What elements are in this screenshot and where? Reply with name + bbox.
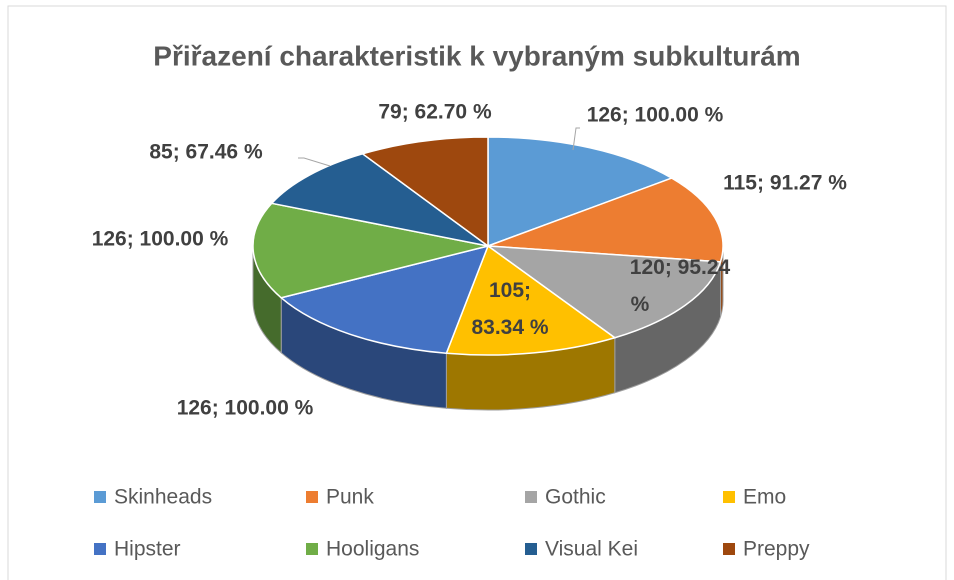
legend-label: Preppy — [743, 538, 810, 561]
legend-swatch — [723, 491, 735, 503]
pie-slice — [279, 244, 490, 355]
data-label: 126; 100.00 % — [587, 104, 724, 127]
data-label: 126; 100.00 % — [177, 397, 314, 420]
legend-swatch — [306, 491, 318, 503]
pie-slice — [360, 136, 489, 248]
legend-label: Emo — [743, 486, 786, 509]
legend-swatch — [525, 543, 537, 555]
pie-slice — [485, 245, 722, 339]
legend-label: Visual Kei — [545, 538, 638, 561]
pie-slice — [252, 202, 489, 299]
legend-label: Gothic — [545, 486, 606, 509]
legend-label: Hooligans — [326, 538, 419, 561]
pie-slice — [487, 136, 674, 248]
data-label: 85; 67.46 % — [149, 141, 263, 164]
legend-swatch — [525, 491, 537, 503]
leader-line — [298, 157, 331, 167]
pie-slice — [487, 177, 724, 263]
data-label: 115; 91.27 % — [723, 172, 847, 195]
legend-swatch — [723, 543, 735, 555]
pie-slice — [270, 152, 489, 247]
legend-swatch — [306, 543, 318, 555]
data-label: 79; 62.70 % — [378, 101, 492, 124]
leader-line — [572, 127, 580, 151]
pie-slice — [445, 244, 617, 356]
data-label: 120; 95.24% — [630, 256, 731, 316]
legend-label: Hipster — [114, 538, 181, 561]
legend-label: Punk — [326, 486, 374, 509]
legend-swatch — [94, 543, 106, 555]
data-label: 105; 83.34 % — [471, 279, 548, 339]
legend-label: Skinheads — [114, 486, 212, 509]
data-label: 126; 100.00 % — [92, 228, 229, 251]
legend-swatch — [94, 491, 106, 503]
chart-title: Přiřazení charakteristik k vybraným subk… — [153, 40, 800, 71]
